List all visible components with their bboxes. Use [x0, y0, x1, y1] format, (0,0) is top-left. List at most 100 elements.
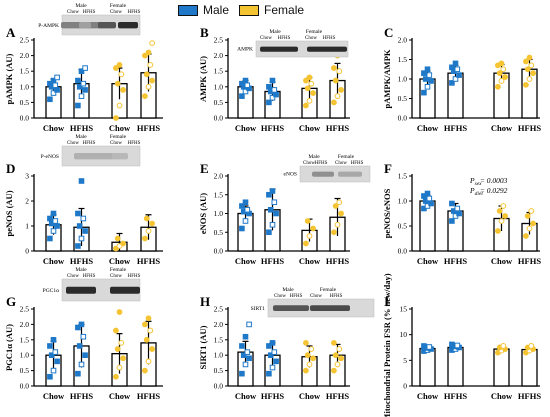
- panel-c-point: [523, 58, 529, 65]
- panel-a-point: [149, 77, 156, 84]
- panel-a-point: [145, 83, 152, 90]
- panel-d-ytick-label: 1: [25, 222, 29, 231]
- panel-g-point: [47, 373, 53, 380]
- panel-f-ytick-label: 1.5: [398, 172, 408, 181]
- panel-h-ytick-label: 1.0: [214, 351, 224, 360]
- panel-e-ytick-label: 0.5: [214, 228, 224, 237]
- panel-g-point: [149, 346, 156, 352]
- panel-d-point: [114, 235, 121, 242]
- panel-a-point: [118, 71, 125, 78]
- panel-a-blot-header-female: Female: [110, 3, 127, 9]
- panel-h-ytick-label: 2.5: [214, 305, 224, 314]
- panel-i-point: [528, 343, 535, 349]
- panel-b-blot-label: AMPK: [237, 47, 253, 53]
- legend-label-male: Male: [203, 3, 230, 17]
- panel-h-blot-lane: HFHS: [330, 294, 343, 299]
- panel-a-point: [75, 77, 81, 84]
- panel-f-ytick-label: 0.0: [398, 247, 408, 256]
- panel-g-ytick-label: 2.5: [20, 305, 30, 314]
- panel-b-blot-header-male: Male: [269, 29, 281, 35]
- panel-c-point: [530, 70, 536, 77]
- panel-a-point: [78, 68, 85, 75]
- panel-g-ylabel: PGC1α (AU): [4, 324, 14, 371]
- panel-e-xtick-label: Chow: [235, 256, 257, 266]
- panel-e-point: [266, 229, 272, 236]
- panel-a-blot-band: [98, 22, 116, 29]
- panel-e-point: [336, 199, 343, 206]
- panel-h-point: [240, 352, 247, 358]
- panel-d-xtick-label: Chow: [43, 256, 65, 266]
- panel-f-point: [502, 213, 509, 219]
- panel-a-ytick-label: 2.0: [20, 51, 30, 60]
- panel-c-point: [456, 72, 462, 78]
- panel-a-point: [143, 71, 150, 78]
- panel-d-point: [78, 178, 85, 184]
- panel-b-point: [239, 80, 245, 87]
- panel-g-blot-band: [66, 286, 96, 294]
- panel-e-xtick-label: Chow: [299, 256, 321, 266]
- panel-g-ytick-label: 1.5: [20, 335, 30, 344]
- panel-b-ytick-label: 2.5: [214, 36, 224, 45]
- panel-f-stat-sex: Psex = 0.0003: [469, 176, 508, 187]
- panel-g-point: [120, 355, 126, 362]
- panel-d-ylabel: peNOS (AU): [4, 190, 14, 236]
- panel-i-point: [500, 343, 507, 349]
- panel-d-point: [142, 235, 148, 242]
- panel-g-point: [113, 327, 119, 334]
- panel-a-blot-lane: HFHS: [83, 10, 96, 15]
- panel-h-point: [306, 361, 313, 368]
- panel-h-point: [273, 358, 279, 365]
- panel-d-ytick-label: 0: [25, 247, 29, 256]
- panel-a-xtick-label: Chow: [43, 123, 65, 133]
- panel-e-point: [271, 199, 278, 206]
- panel-b-point: [304, 85, 311, 92]
- panel-h-point: [304, 352, 311, 359]
- legend-item-male: Male: [178, 3, 229, 17]
- panel-g-xtick-label: Chow: [109, 391, 131, 401]
- panel-g-blot-band: [110, 286, 140, 294]
- panel-e-point: [304, 218, 311, 224]
- panel-c-point: [502, 74, 509, 80]
- panel-a-point: [47, 96, 53, 103]
- panel-a-ytick-label: 0.5: [20, 98, 30, 107]
- panel-c-point: [426, 72, 433, 78]
- panel-g-blot-lane: Chow: [67, 274, 79, 279]
- panel-h-blot-label: SIRT1: [251, 306, 266, 312]
- panel-e-blot-lane: HFHS: [315, 161, 328, 166]
- panel-f-xtick-label: HFHS: [444, 256, 467, 266]
- panel-a-point: [76, 84, 83, 90]
- panel-a-point: [82, 87, 88, 93]
- panel-a-ytick-label: 1.5: [20, 67, 30, 76]
- panel-a-point: [75, 102, 81, 109]
- panel-a-label: A: [6, 25, 16, 40]
- panel-d-ytick-label: 2: [25, 197, 29, 206]
- panel-g-label: G: [6, 294, 16, 309]
- panel-g-point: [82, 352, 88, 358]
- panel-a-point: [78, 93, 85, 99]
- panel-b-point: [239, 93, 245, 99]
- panel-f-xtick-label: Chow: [491, 256, 513, 266]
- panel-g-xtick-label: Chow: [43, 391, 65, 401]
- panel-g-blot-lane: HFHS: [83, 274, 96, 279]
- panel-f-ytick-label: 0.5: [398, 222, 408, 231]
- panel-h-point: [239, 370, 245, 377]
- panel-g-xtick-label: HFHS: [137, 391, 160, 401]
- panel-e-point: [269, 188, 276, 194]
- panel-f-xtick-label: Chow: [417, 256, 439, 266]
- panel-g-point: [147, 327, 154, 334]
- panel-c-point: [428, 78, 434, 84]
- panel-i-ytick-label: 10: [400, 330, 408, 339]
- panel-b-point: [242, 77, 249, 84]
- panel-d-xtick-label: HFHS: [137, 256, 160, 266]
- panel-g-ytick-label: 0.5: [20, 366, 30, 375]
- panel-b-ytick-label: 1.5: [214, 67, 224, 76]
- panel-a-ylabel: pAMPK (AU): [4, 53, 14, 104]
- panel-c-point: [498, 78, 505, 84]
- panel-h-point: [331, 367, 337, 374]
- panel-b-point: [332, 77, 339, 84]
- panel-g-point: [78, 321, 85, 328]
- panel-b-blot-lane: HFHS: [278, 36, 291, 41]
- panel-h-xtick-label: Chow: [235, 391, 257, 401]
- panel-g-point: [113, 373, 119, 380]
